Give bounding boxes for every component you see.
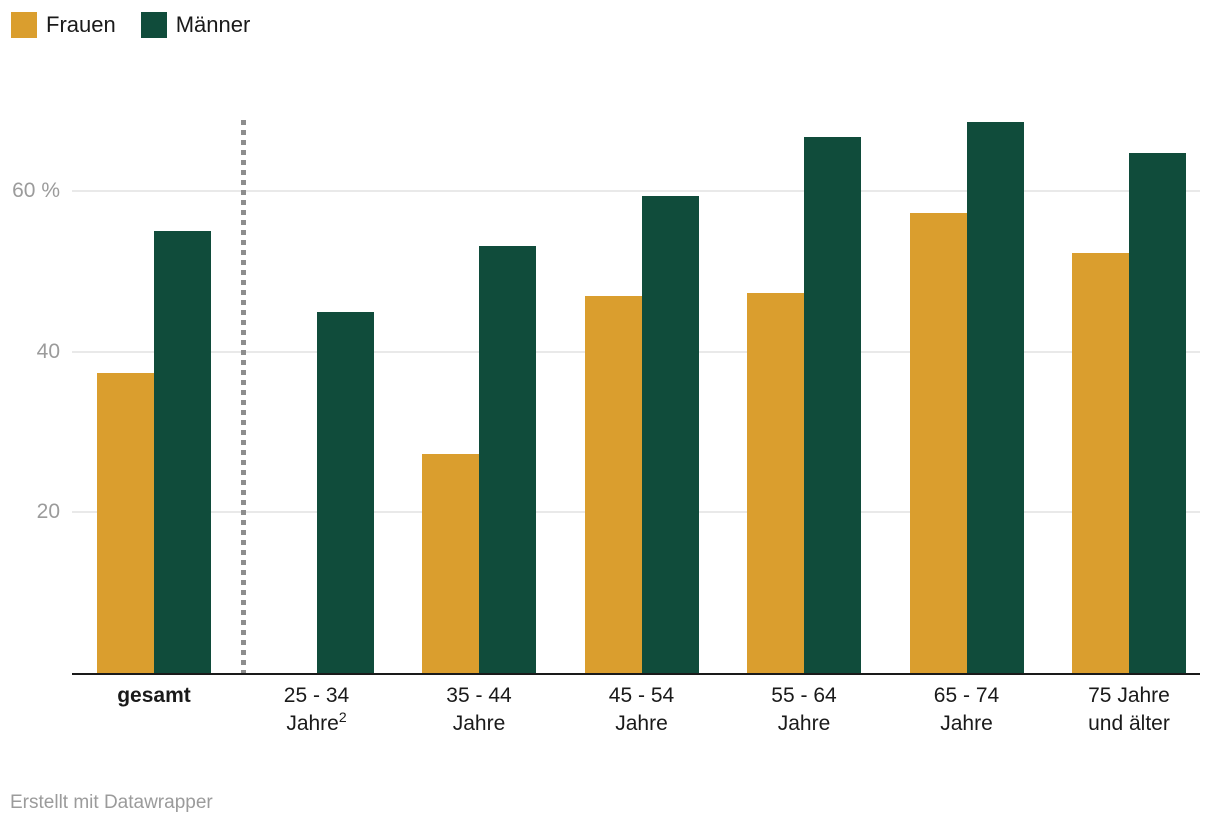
legend-item-männer: Männer — [140, 12, 251, 38]
bar-männer-7[interactable] — [1129, 153, 1186, 673]
x-label-line1: 55 - 64 — [771, 684, 837, 707]
x-label-line1: gesamt — [117, 684, 191, 707]
bar-group-4 — [584, 115, 699, 673]
bar-group-3 — [422, 115, 536, 673]
bar-männer-3[interactable] — [479, 245, 536, 673]
x-label-line1: 75 Jahre — [1088, 684, 1170, 707]
x-label-line2: Jahre — [615, 712, 668, 735]
x-axis-label-3: 35 - 44 Jahre — [389, 682, 569, 738]
legend-label: Männer — [175, 12, 251, 37]
bar-frauen-3[interactable] — [422, 453, 479, 673]
bar-männer-5[interactable] — [804, 136, 861, 673]
datawrapper-credit-link[interactable]: Erstellt mit Datawrapper — [10, 792, 213, 813]
plot-area — [72, 115, 1200, 675]
bar-männer-1[interactable] — [154, 231, 211, 673]
x-label-line1: 25 - 34 — [283, 684, 350, 707]
bar-männer-4[interactable] — [641, 196, 699, 673]
bar-frauen-4[interactable] — [584, 296, 642, 673]
legend-swatch-männer — [140, 12, 167, 38]
x-axis-label-6: 65 - 74 Jahre — [877, 682, 1057, 738]
legend-item-frauen: Frauen — [11, 12, 116, 38]
x-axis-labels: gesamt 25 - 34 Jahre2 35 - 44 Jahre 45 - 54 Ja… — [0, 682, 1220, 746]
x-label-line2: Jahre — [452, 712, 506, 735]
x-label-line2: und älter — [1088, 712, 1170, 735]
legend-label: Frauen — [46, 12, 116, 37]
gridline-60 — [72, 190, 1200, 193]
x-axis-label-2: 25 - 34 Jahre2 — [227, 682, 407, 738]
bar-frauen-1[interactable] — [97, 373, 154, 673]
x-axis-label-4: 45 - 54 Jahre — [552, 682, 732, 738]
y-tick-label-60: 60 % — [12, 179, 60, 203]
bar-frauen-7[interactable] — [1072, 253, 1129, 673]
bar-group-6 — [909, 115, 1024, 673]
bar-group-7 — [1072, 115, 1186, 673]
bar-group-1 — [97, 115, 211, 673]
y-tick-label-40: 40 — [36, 339, 60, 363]
x-label-line1: 65 - 74 — [933, 684, 1000, 707]
bar-group-2 — [260, 115, 374, 673]
x-axis-label-7: 75 Jahre und älter — [1039, 682, 1219, 738]
bar-frauen-6[interactable] — [909, 212, 967, 673]
x-label-line2: Jahre — [777, 712, 831, 735]
bar-frauen-5[interactable] — [747, 293, 804, 673]
y-tick-label-20: 20 — [36, 500, 60, 524]
bar-männer-2[interactable] — [316, 312, 374, 673]
x-label-line2: Jahre — [286, 712, 339, 735]
bar-männer-6[interactable] — [966, 122, 1024, 673]
legend: Frauen Männer — [11, 12, 250, 38]
bar-group-5 — [747, 115, 861, 673]
x-label-line2: Jahre — [940, 712, 993, 735]
category-separator-dotted-line — [240, 120, 246, 673]
x-axis-label-1: gesamt — [64, 682, 244, 710]
x-axis-label-5: 55 - 64 Jahre — [714, 682, 894, 738]
footnote-marker: 2 — [338, 709, 347, 725]
x-label-line1: 45 - 54 — [608, 684, 675, 707]
x-label-line1: 35 - 44 — [446, 684, 512, 707]
legend-swatch-frauen — [11, 12, 37, 38]
